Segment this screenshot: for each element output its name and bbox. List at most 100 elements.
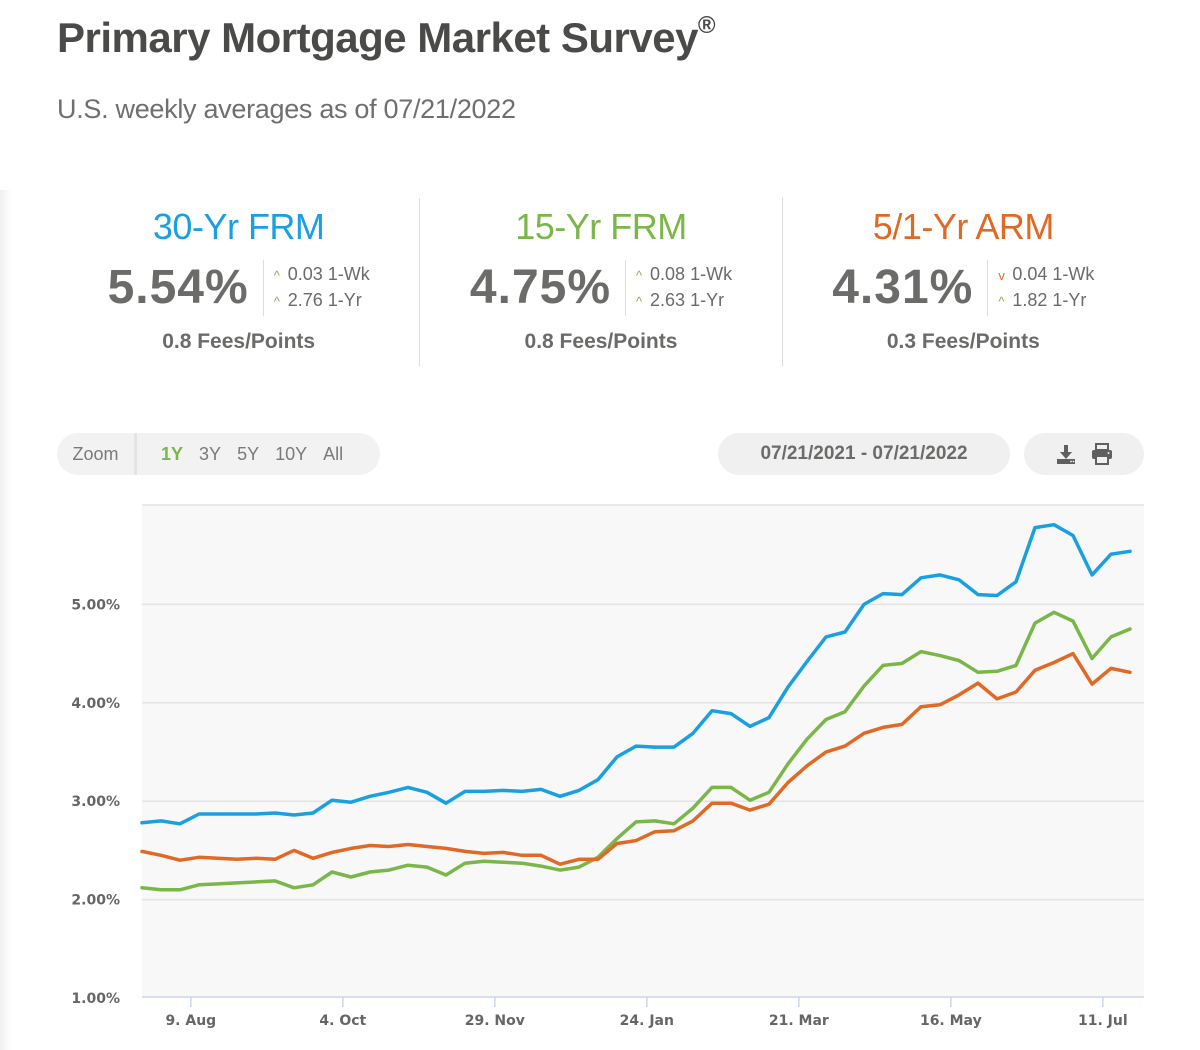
data-point[interactable] xyxy=(501,789,505,792)
data-point[interactable] xyxy=(368,870,372,874)
data-point[interactable] xyxy=(767,802,771,806)
data-point[interactable] xyxy=(159,819,163,823)
data-point[interactable] xyxy=(387,845,391,848)
data-point[interactable] xyxy=(1090,682,1094,686)
data-point[interactable] xyxy=(1109,635,1113,639)
zoom-5y-button[interactable]: 5Y xyxy=(237,443,260,464)
data-point[interactable] xyxy=(463,861,467,865)
data-point[interactable] xyxy=(729,712,733,715)
data-point[interactable] xyxy=(786,685,790,689)
download-icon[interactable] xyxy=(1054,442,1078,466)
data-point[interactable] xyxy=(976,681,980,685)
data-point[interactable] xyxy=(577,858,581,861)
data-point[interactable] xyxy=(957,659,961,662)
data-point[interactable] xyxy=(596,858,600,861)
data-point[interactable] xyxy=(349,800,353,804)
data-point[interactable] xyxy=(995,594,999,597)
zoom-3y-button[interactable]: 3Y xyxy=(199,443,222,464)
data-point[interactable] xyxy=(1014,580,1018,583)
data-point[interactable] xyxy=(178,822,182,826)
data-point[interactable] xyxy=(216,882,220,886)
data-point[interactable] xyxy=(1071,619,1075,623)
data-point[interactable] xyxy=(653,830,657,833)
data-point[interactable] xyxy=(1109,667,1113,670)
data-point[interactable] xyxy=(1014,664,1018,667)
data-point[interactable] xyxy=(558,868,562,872)
data-point[interactable] xyxy=(444,847,448,850)
data-point[interactable] xyxy=(235,858,239,861)
data-point[interactable] xyxy=(539,864,543,868)
data-point[interactable] xyxy=(900,593,904,596)
data-point[interactable] xyxy=(159,888,163,891)
data-point[interactable] xyxy=(805,764,809,767)
data-point[interactable] xyxy=(463,850,467,853)
data-point[interactable] xyxy=(482,790,486,793)
data-point[interactable] xyxy=(691,819,695,823)
data-point[interactable] xyxy=(634,820,638,824)
data-point[interactable] xyxy=(482,852,486,855)
data-point[interactable] xyxy=(425,845,429,848)
data-point[interactable] xyxy=(843,744,847,748)
data-point[interactable] xyxy=(691,806,695,810)
data-point[interactable] xyxy=(387,791,391,794)
data-point[interactable] xyxy=(406,843,410,846)
data-point[interactable] xyxy=(824,635,828,639)
data-point[interactable] xyxy=(919,705,923,708)
data-point[interactable] xyxy=(140,886,144,889)
data-point[interactable] xyxy=(786,781,790,784)
data-point[interactable] xyxy=(824,750,828,754)
data-point[interactable] xyxy=(235,812,239,816)
data-point[interactable] xyxy=(748,799,752,802)
data-point[interactable] xyxy=(197,856,201,859)
data-point[interactable] xyxy=(197,812,201,816)
data-point[interactable] xyxy=(995,670,999,673)
data-point[interactable] xyxy=(1071,652,1075,655)
data-point[interactable] xyxy=(615,755,619,759)
data-point[interactable] xyxy=(1052,523,1056,526)
data-point[interactable] xyxy=(881,664,885,667)
data-point[interactable] xyxy=(330,870,334,874)
data-point[interactable] xyxy=(957,578,961,581)
data-point[interactable] xyxy=(672,745,676,749)
data-point[interactable] xyxy=(862,732,866,735)
data-point[interactable] xyxy=(178,888,182,891)
data-point[interactable] xyxy=(311,811,315,815)
data-point[interactable] xyxy=(539,788,543,791)
data-point[interactable] xyxy=(748,808,752,812)
data-point[interactable] xyxy=(1052,611,1056,614)
data-point[interactable] xyxy=(805,660,809,663)
data-point[interactable] xyxy=(1128,627,1132,631)
data-point[interactable] xyxy=(938,703,942,706)
data-point[interactable] xyxy=(235,881,239,885)
data-point[interactable] xyxy=(900,662,904,665)
data-point[interactable] xyxy=(501,851,505,854)
data-point[interactable] xyxy=(444,801,448,805)
data-point[interactable] xyxy=(254,812,258,816)
data-point[interactable] xyxy=(938,573,942,577)
data-point[interactable] xyxy=(159,854,163,857)
data-point[interactable] xyxy=(729,801,733,805)
data-point[interactable] xyxy=(577,789,581,792)
data-point[interactable] xyxy=(520,854,524,857)
data-point[interactable] xyxy=(1128,550,1132,553)
data-point[interactable] xyxy=(1090,573,1094,577)
data-point[interactable] xyxy=(1128,671,1132,674)
data-point[interactable] xyxy=(368,795,372,798)
data-point[interactable] xyxy=(1033,669,1037,672)
data-point[interactable] xyxy=(976,671,980,674)
data-point[interactable] xyxy=(330,851,334,854)
data-point[interactable] xyxy=(197,883,201,887)
data-point[interactable] xyxy=(786,762,790,766)
data-point[interactable] xyxy=(254,857,258,860)
data-point[interactable] xyxy=(463,790,467,793)
data-point[interactable] xyxy=(748,725,752,728)
data-point[interactable] xyxy=(900,723,904,726)
data-point[interactable] xyxy=(1014,690,1018,694)
data-point[interactable] xyxy=(558,795,562,798)
data-point[interactable] xyxy=(1033,526,1037,529)
data-point[interactable] xyxy=(1109,553,1113,556)
data-point[interactable] xyxy=(615,837,619,840)
zoom-all-button[interactable]: All xyxy=(323,443,344,464)
data-point[interactable] xyxy=(330,799,334,802)
data-point[interactable] xyxy=(406,863,410,867)
